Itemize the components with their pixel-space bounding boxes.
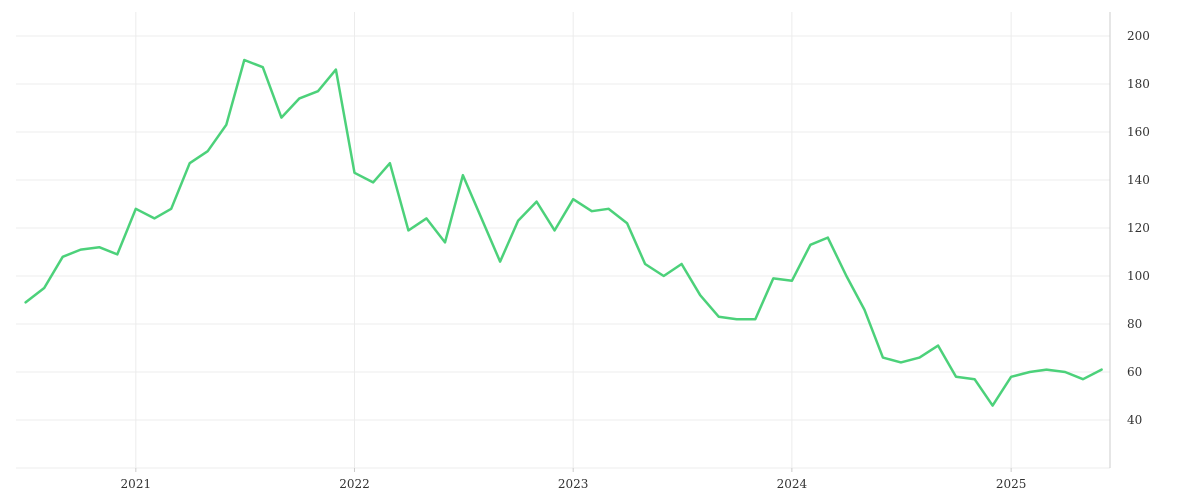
y-tick-label: 180 (1127, 77, 1150, 91)
series-layer (24, 58, 1103, 407)
y-tick-label: 140 (1127, 173, 1150, 187)
y-tick-label: 160 (1127, 125, 1150, 139)
y-axis-ticks: 40 60 80 100 120 140 160 180 200 (1127, 29, 1150, 427)
x-tick-label: 2023 (558, 477, 589, 491)
x-axis-ticks: 2021 2022 2023 2024 2025 (121, 477, 1027, 491)
axes (135, 12, 1111, 472)
y-tick-label: 40 (1127, 413, 1142, 427)
y-tick-label: 120 (1127, 221, 1150, 235)
grid (16, 12, 1110, 469)
y-tick-label: 100 (1127, 269, 1150, 283)
y-tick-label: 60 (1127, 365, 1142, 379)
x-tick-label: 2022 (339, 477, 370, 491)
x-tick-label: 2021 (121, 477, 152, 491)
series-line (24, 58, 1103, 407)
x-tick-label: 2024 (777, 477, 808, 491)
y-tick-label: 200 (1127, 29, 1150, 43)
x-tick-label: 2025 (996, 477, 1027, 491)
y-tick-label: 80 (1127, 317, 1142, 331)
